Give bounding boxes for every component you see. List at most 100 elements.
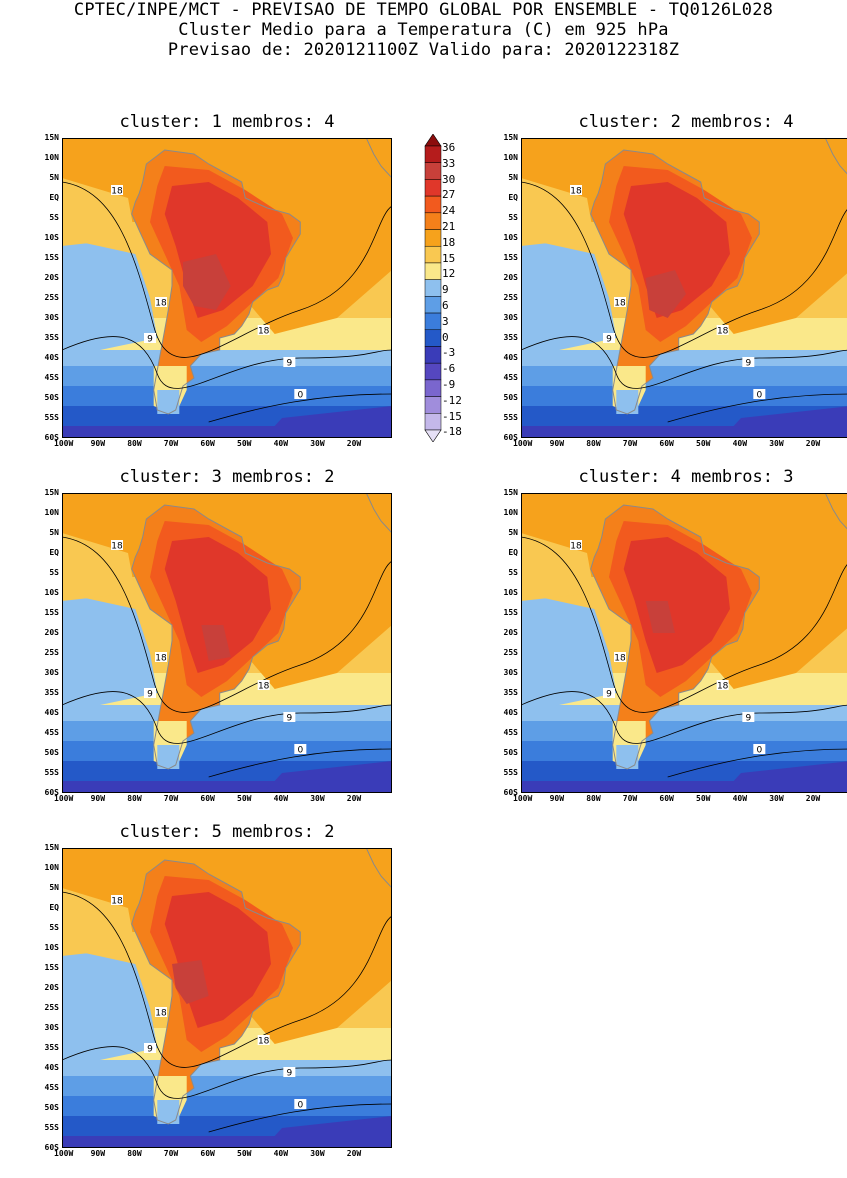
contour-label: 9 bbox=[742, 357, 754, 369]
svg-text:18: 18 bbox=[614, 654, 626, 664]
longitude-tick-label: 80W bbox=[127, 794, 141, 803]
latitude-tick-label: 10N bbox=[29, 863, 59, 872]
colorbar-level-label: 9 bbox=[442, 284, 449, 295]
panel-title: cluster: 1 membros: 4 bbox=[62, 112, 392, 132]
longitude-tick-label: 40W bbox=[274, 439, 288, 448]
contour-label: 18 bbox=[717, 325, 729, 337]
colorbar-level-label: 30 bbox=[442, 174, 455, 185]
colorbar-max-arrow bbox=[425, 134, 441, 146]
colorbar-swatch bbox=[425, 179, 441, 196]
longitude-tick-label: 70W bbox=[164, 439, 178, 448]
latitude-tick-label: 35S bbox=[29, 333, 59, 342]
longitude-tick-label: 20W bbox=[806, 794, 820, 803]
contour-label: 9 bbox=[742, 712, 754, 724]
contour-label: 18 bbox=[570, 540, 582, 552]
latitude-tick-label: 50S bbox=[29, 1103, 59, 1112]
svg-text:0: 0 bbox=[756, 746, 762, 756]
longitude-tick-label: 20W bbox=[347, 794, 361, 803]
latitude-tick-label: 55S bbox=[29, 1123, 59, 1132]
latitude-tick-label: 55S bbox=[488, 768, 518, 777]
panel-title: cluster: 2 membros: 4 bbox=[521, 112, 847, 132]
colorbar-swatch bbox=[425, 146, 441, 163]
latitude-tick-label: 15S bbox=[29, 608, 59, 617]
latitude-tick-label: 15S bbox=[488, 608, 518, 617]
latitude-tick-label: 15N bbox=[29, 843, 59, 852]
contour-label: 18 bbox=[258, 680, 270, 692]
latitude-tick-label: 15N bbox=[488, 488, 518, 497]
latitude-tick-label: 45S bbox=[488, 728, 518, 737]
contour-label: 9 bbox=[144, 333, 156, 345]
contour-label: 18 bbox=[155, 652, 167, 664]
latitude-tick-label: 15N bbox=[29, 133, 59, 142]
latitude-tick-label: 35S bbox=[29, 688, 59, 697]
contour-label: 9 bbox=[603, 333, 615, 345]
longitude-tick-label: 50W bbox=[696, 794, 710, 803]
contour-label: 18 bbox=[155, 1007, 167, 1019]
latitude-tick-label: 25S bbox=[29, 293, 59, 302]
header-line-2: Cluster Medio para a Temperatura (C) em … bbox=[0, 20, 847, 40]
latitude-tick-label: 30S bbox=[488, 313, 518, 322]
svg-text:0: 0 bbox=[297, 391, 303, 401]
latitude-tick-label: 30S bbox=[29, 1023, 59, 1032]
latitude-tick-label: 45S bbox=[29, 728, 59, 737]
longitude-tick-label: 80W bbox=[127, 439, 141, 448]
svg-text:9: 9 bbox=[745, 714, 751, 724]
svg-text:9: 9 bbox=[286, 714, 292, 724]
latitude-tick-label: 45S bbox=[29, 373, 59, 382]
svg-text:18: 18 bbox=[258, 682, 270, 692]
longitude-tick-label: 90W bbox=[91, 439, 105, 448]
longitude-tick-label: 70W bbox=[164, 794, 178, 803]
colorbar-level-label: 3 bbox=[442, 316, 449, 327]
colorbar-min-arrow bbox=[425, 430, 441, 442]
longitude-tick-label: 80W bbox=[586, 794, 600, 803]
longitude-tick-label: 40W bbox=[733, 439, 747, 448]
latitude-tick-label: 10N bbox=[29, 153, 59, 162]
colorbar-swatch bbox=[425, 230, 441, 247]
latitude-tick-label: 35S bbox=[488, 333, 518, 342]
longitude-tick-label: 90W bbox=[91, 794, 105, 803]
svg-text:18: 18 bbox=[111, 897, 123, 907]
page-header: CPTEC/INPE/MCT - PREVISAO DE TEMPO GLOBA… bbox=[0, 0, 847, 60]
longitude-tick-label: 100W bbox=[54, 794, 73, 803]
svg-text:18: 18 bbox=[717, 682, 729, 692]
latitude-tick-label: 5N bbox=[29, 883, 59, 892]
contour-label: 18 bbox=[155, 297, 167, 309]
contour-label: 18 bbox=[614, 297, 626, 309]
contour-label: 18 bbox=[111, 185, 123, 197]
colorbar-level-label: 6 bbox=[442, 300, 449, 311]
header-line-3: Previsao de: 2020121100Z Valido para: 20… bbox=[0, 40, 847, 60]
latitude-tick-label: 55S bbox=[29, 768, 59, 777]
colorbar-swatch bbox=[425, 330, 441, 347]
latitude-tick-label: 10S bbox=[29, 233, 59, 242]
contour-label: 0 bbox=[753, 389, 765, 401]
colorbar-swatch bbox=[425, 346, 441, 363]
colorbar-level-label: 24 bbox=[442, 205, 455, 216]
contour-label: 18 bbox=[570, 185, 582, 197]
latitude-tick-label: 45S bbox=[29, 1083, 59, 1092]
colorbar-level-label: 12 bbox=[442, 268, 455, 279]
latitude-tick-label: 10N bbox=[29, 508, 59, 517]
latitude-tick-label: 50S bbox=[29, 393, 59, 402]
colorbar-level-label: 15 bbox=[442, 253, 455, 264]
svg-text:9: 9 bbox=[286, 359, 292, 369]
latitude-tick-label: 15N bbox=[29, 488, 59, 497]
latitude-tick-label: 5N bbox=[29, 528, 59, 537]
latitude-tick-label: 30S bbox=[29, 668, 59, 677]
svg-text:9: 9 bbox=[286, 1069, 292, 1079]
latitude-tick-label: 50S bbox=[488, 393, 518, 402]
contour-label: 9 bbox=[283, 1067, 295, 1079]
colorbar-level-label: 21 bbox=[442, 221, 455, 232]
colorbar-swatch bbox=[425, 397, 441, 414]
contour-label: 9 bbox=[283, 712, 295, 724]
colorbar-swatch bbox=[425, 246, 441, 263]
svg-text:18: 18 bbox=[570, 542, 582, 552]
latitude-tick-label: 30S bbox=[488, 668, 518, 677]
contour-label: 9 bbox=[144, 1043, 156, 1055]
latitude-tick-label: EQ bbox=[488, 548, 518, 557]
longitude-tick-label: 100W bbox=[513, 439, 532, 448]
